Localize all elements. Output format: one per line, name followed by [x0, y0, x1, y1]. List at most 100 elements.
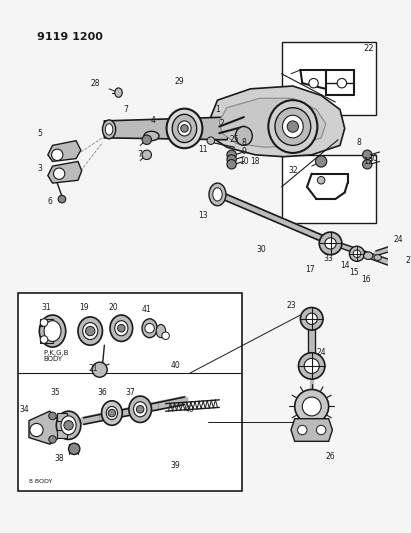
Ellipse shape: [391, 241, 402, 251]
Circle shape: [316, 156, 327, 167]
Ellipse shape: [115, 321, 128, 336]
Ellipse shape: [156, 325, 166, 337]
Ellipse shape: [102, 120, 115, 139]
Ellipse shape: [129, 396, 152, 423]
Text: 10: 10: [368, 154, 378, 163]
Text: 22: 22: [364, 44, 374, 53]
Text: 19: 19: [79, 303, 88, 312]
Bar: [57, 413, 67, 421]
Circle shape: [298, 353, 325, 379]
Text: 16: 16: [362, 274, 371, 284]
Bar: [282, 42, 376, 115]
Text: BODY: BODY: [43, 357, 62, 362]
Text: 17: 17: [305, 265, 315, 274]
Circle shape: [325, 238, 336, 249]
Circle shape: [306, 313, 317, 325]
Text: 37: 37: [126, 388, 136, 397]
Text: 11: 11: [199, 144, 208, 154]
Text: 8: 8: [242, 138, 246, 147]
Text: 20: 20: [109, 303, 119, 312]
Text: 26: 26: [326, 452, 335, 461]
Ellipse shape: [209, 183, 226, 206]
Text: 8: 8: [356, 138, 361, 147]
Text: 1: 1: [215, 105, 220, 114]
Circle shape: [353, 250, 361, 257]
Text: 5: 5: [38, 128, 43, 138]
Text: 6: 6: [47, 197, 52, 206]
Text: 15: 15: [349, 268, 359, 277]
Text: 35: 35: [51, 388, 60, 397]
Polygon shape: [291, 419, 332, 441]
Circle shape: [52, 149, 63, 160]
Text: 13: 13: [199, 211, 208, 220]
Ellipse shape: [172, 114, 197, 142]
Text: 30: 30: [256, 245, 266, 254]
Circle shape: [207, 137, 215, 144]
Circle shape: [53, 168, 65, 179]
Polygon shape: [48, 161, 82, 183]
Circle shape: [316, 425, 326, 435]
Text: 4: 4: [151, 116, 156, 125]
Text: 3: 3: [38, 164, 43, 173]
Polygon shape: [104, 117, 231, 140]
Circle shape: [349, 246, 365, 261]
Text: 7: 7: [124, 105, 129, 114]
Text: 18: 18: [250, 157, 260, 166]
Text: 7: 7: [138, 150, 143, 159]
Polygon shape: [48, 141, 81, 161]
Text: 2: 2: [220, 119, 224, 128]
Text: 25: 25: [230, 135, 239, 144]
Circle shape: [287, 121, 298, 132]
Circle shape: [162, 332, 169, 340]
Circle shape: [295, 390, 329, 423]
Circle shape: [298, 425, 307, 435]
Circle shape: [363, 150, 372, 159]
Text: 27: 27: [406, 256, 411, 265]
Circle shape: [337, 78, 346, 88]
Ellipse shape: [44, 321, 61, 342]
Ellipse shape: [78, 317, 102, 345]
Text: 32: 32: [288, 166, 298, 175]
Text: 31: 31: [41, 303, 51, 312]
Circle shape: [317, 176, 325, 184]
Text: 24: 24: [316, 348, 326, 357]
Polygon shape: [219, 98, 326, 147]
Circle shape: [30, 423, 43, 437]
Text: 38: 38: [54, 454, 64, 463]
Ellipse shape: [142, 319, 157, 337]
Text: 10: 10: [239, 157, 249, 166]
Circle shape: [69, 443, 80, 455]
Text: 9119 1200: 9119 1200: [37, 33, 102, 42]
Circle shape: [227, 155, 236, 164]
Text: 34: 34: [19, 405, 29, 414]
Bar: [40, 336, 53, 343]
Text: 39: 39: [170, 462, 180, 470]
Ellipse shape: [268, 100, 317, 153]
Text: 24: 24: [394, 235, 403, 244]
Circle shape: [363, 159, 372, 169]
Circle shape: [118, 325, 125, 332]
Circle shape: [300, 308, 323, 330]
Circle shape: [227, 150, 236, 159]
Text: 29: 29: [175, 77, 185, 86]
Ellipse shape: [213, 188, 222, 201]
Circle shape: [145, 324, 154, 333]
Text: 9: 9: [241, 148, 246, 157]
Circle shape: [142, 135, 152, 144]
Ellipse shape: [374, 255, 381, 261]
Text: 28: 28: [90, 79, 100, 88]
Circle shape: [49, 435, 56, 443]
Circle shape: [319, 232, 342, 255]
Circle shape: [40, 319, 48, 326]
Bar: [282, 155, 376, 223]
Circle shape: [108, 409, 115, 417]
Ellipse shape: [178, 121, 191, 136]
Ellipse shape: [106, 407, 118, 419]
Ellipse shape: [115, 88, 122, 98]
Ellipse shape: [275, 108, 311, 146]
Text: 14: 14: [340, 261, 349, 270]
Circle shape: [227, 159, 236, 169]
Ellipse shape: [39, 315, 66, 347]
Ellipse shape: [144, 131, 159, 141]
Text: 33: 33: [324, 254, 334, 263]
